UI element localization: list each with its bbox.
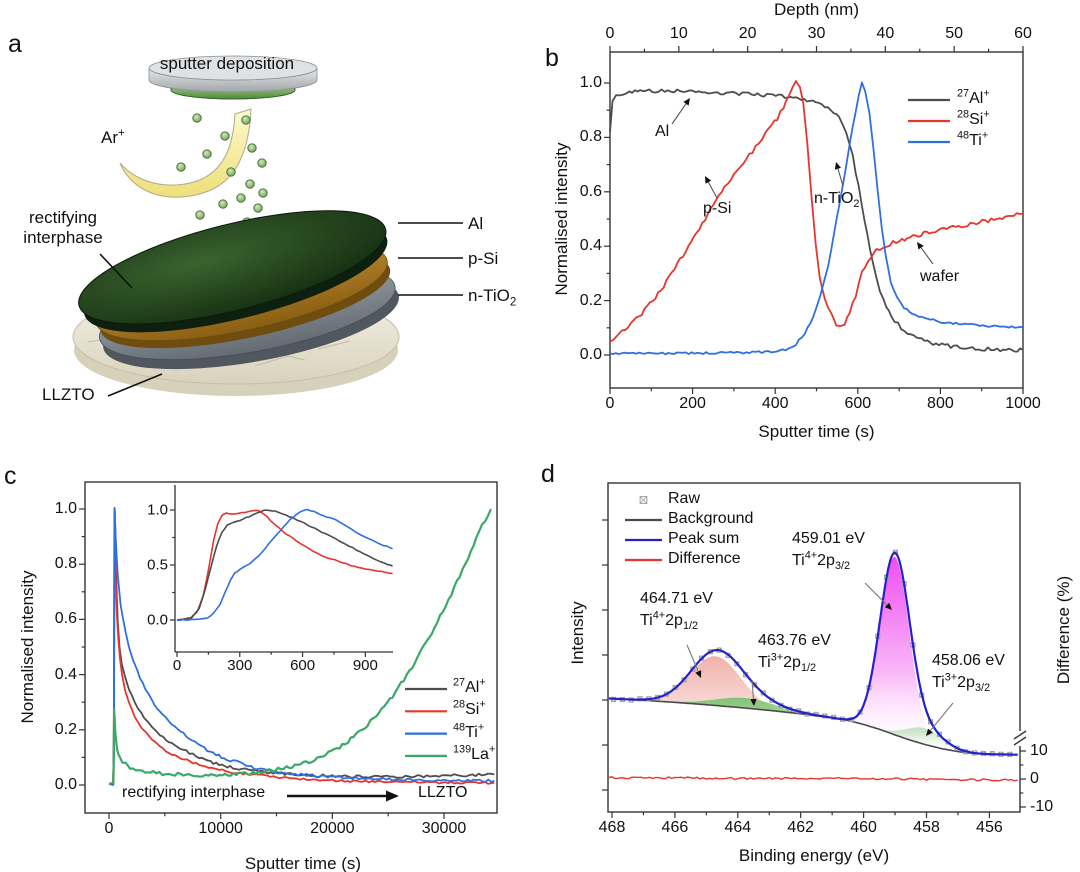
sputtered-particle [226,167,236,177]
peak-fill-459.01 [608,556,1018,755]
axis-break-mark [1013,736,1027,746]
difference-curve [608,776,1018,782]
peak-sum-curve [608,551,1018,756]
series-28Si+ [108,508,495,786]
series-48Ti+ [609,81,1024,356]
series-48Ti+ [108,507,495,786]
plot-frame [84,481,498,814]
panel-canvas [72,55,463,397]
panel-d-xps-spectrum-chart: 468 466 464 462 460 458 456 10 0 -10 Binding energ… [540,440,1080,872]
label-leader-line [107,373,163,397]
annotation-arrow-line [686,644,699,672]
panel-label-c: c [4,462,17,490]
panel-b-sims-depth-profile-chart: 0 200 400 600 800 1000 0 10 20 30 40 50 60 0.0 0.2 0.4 0… [540,0,1080,441]
annotation-arrow-line [920,247,934,265]
inset-series-28Si+ [176,509,393,621]
annotation-arrow-line [864,582,888,606]
label-leader-line [99,253,133,289]
sputtered-particle [245,179,255,189]
annotation-arrow-line [930,702,954,731]
sputtered-particle [236,193,246,203]
sputtered-particle [202,149,212,159]
sputtered-particle [241,115,251,125]
peak-fill-464.71 [608,656,1018,755]
annotation-arrow-line [837,168,844,187]
annotation-arrow-head [683,98,690,106]
panel-a-illustration: sputter deposition Ar+ rectifying interphas… [0,0,540,440]
sputtered-particle [220,131,230,141]
axis-break-mark [1013,730,1027,740]
inset-series-48Ti+ [176,508,393,622]
sputtered-particle [218,199,228,209]
sputtered-particle [247,143,257,153]
peak-fill-458.06 [608,698,1018,755]
series-27Al+ [108,507,495,786]
panel-label-a: a [8,30,22,58]
sputtered-particle [253,203,263,213]
annotation-arrow-head [917,242,924,250]
inset-series-27Al+ [176,509,393,621]
series-139La+ [108,508,492,785]
panel-canvas [604,46,1024,394]
sputtered-particle [257,158,267,168]
panel-label-d: d [541,460,555,488]
sputtered-particle [176,162,186,172]
plot-frame [607,482,1021,813]
sputtered-particle [195,210,205,220]
panel-canvas [602,482,1027,818]
panel-canvas [79,481,498,819]
target-holder-top [148,55,318,81]
sputtered-particle [192,113,202,123]
annotation-arrow-head [705,176,712,184]
panel-label-b: b [545,44,559,72]
sputtered-particle [258,188,268,198]
series-28Si+ [609,80,1024,343]
annotation-arrow-head [926,728,933,736]
al-layer [78,210,388,333]
raw-marker-x [639,496,648,504]
annotation-arrow-line [707,181,718,199]
annotation-arrow-line [671,103,687,125]
annotation-arrow-head [834,162,841,170]
annotation-arrow-line [751,679,755,700]
series-27Al+ [609,88,1024,353]
panel-c-sims-long-profile-chart: 0 10000 20000 30000 0.0 0.2 0.4 0.6 0.8 1.0 Sputte… [0,440,540,872]
annotation-arrow-head [884,602,892,610]
annotation-arrow-head [386,790,399,802]
plasma-plume [119,108,252,198]
annotation-arrow-head [695,670,702,678]
annotation-arrow-head [750,698,757,706]
